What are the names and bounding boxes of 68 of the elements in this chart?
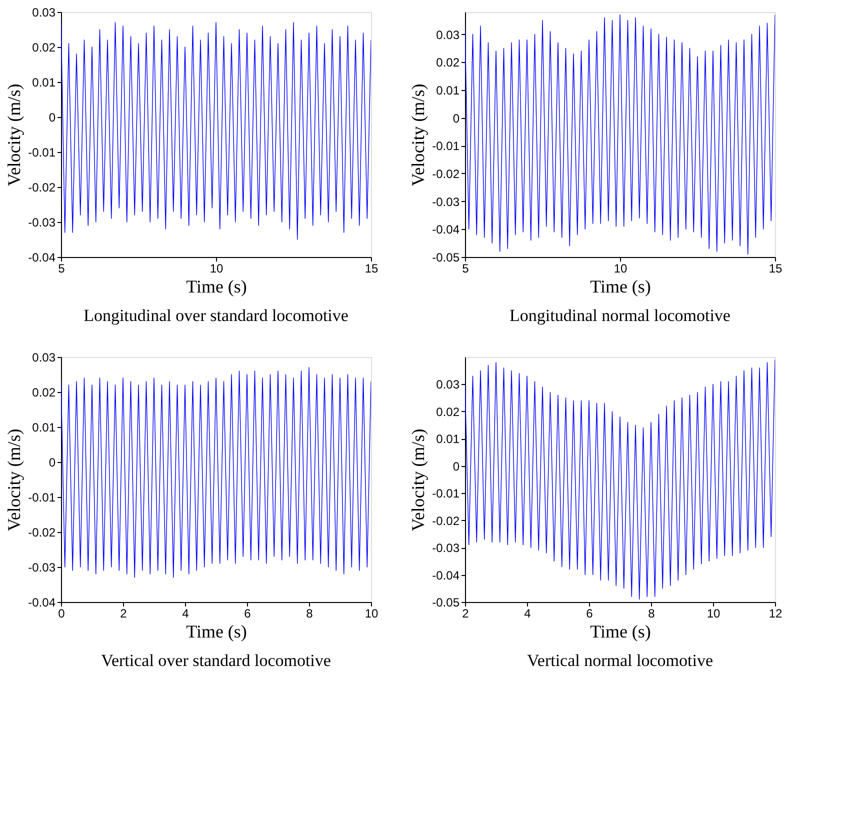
line-series	[465, 14, 775, 255]
x-axis-title: Time (s)	[590, 622, 651, 642]
x-axis-title: Time (s)	[186, 622, 247, 642]
y-tick-label: 0.02	[436, 56, 460, 70]
y-tick-label: -0.01	[432, 486, 460, 501]
x-tick-label: 6	[586, 606, 594, 620]
y-tick-label: 0.03	[32, 350, 56, 364]
y-tick-label: -0.01	[432, 139, 460, 154]
y-tick-label: -0.02	[28, 526, 56, 540]
y-tick-label: 0	[452, 111, 460, 126]
y-axis-title: Velocity (m/s)	[408, 428, 428, 532]
y-tick-label: 0.01	[436, 83, 460, 98]
x-tick-label: 5	[462, 262, 470, 276]
y-tick-label: -0.03	[432, 194, 460, 209]
y-tick-label: 0	[452, 459, 460, 474]
y-tick-label: 0.01	[32, 420, 56, 434]
y-axis-title: Velocity (m/s)	[4, 428, 24, 532]
y-tick-label: 0.03	[32, 6, 56, 20]
x-tick-label: 15	[364, 262, 378, 276]
y-tick-label: -0.04	[28, 596, 56, 610]
x-axis-title: Time (s)	[590, 276, 651, 296]
x-tick-label: 4	[524, 606, 532, 620]
y-tick-label: 0.01	[436, 432, 460, 446]
x-tick-label: 8	[648, 606, 656, 620]
x-tick-label: 4	[182, 606, 190, 620]
x-tick-label: 0	[58, 606, 66, 620]
y-tick-label: 0.02	[436, 404, 460, 419]
x-tick-label: 10	[210, 262, 224, 276]
y-tick-label: 0.03	[436, 28, 460, 42]
y-tick-label: 0.01	[32, 76, 56, 90]
text: Vertical over standard locomotive	[101, 651, 331, 670]
y-tick-label: -0.05	[432, 250, 460, 264]
y-tick-label: -0.02	[432, 514, 460, 528]
line-series	[61, 22, 371, 240]
y-axis-title: Velocity (m/s)	[4, 84, 24, 186]
y-tick-label: -0.03	[28, 216, 56, 230]
text: Vertical normal locomotive	[527, 651, 713, 670]
text: Longitudinal over standard locomotive	[84, 306, 348, 325]
x-tick-label: 6	[244, 606, 252, 620]
line-series	[465, 359, 775, 600]
x-tick-label: 10	[364, 606, 378, 620]
y-tick-label: -0.04	[432, 222, 460, 237]
y-tick-label: 0.02	[32, 386, 56, 400]
x-tick-label: 12	[768, 606, 782, 620]
x-axis-title: Time (s)	[186, 276, 247, 296]
y-tick-label: -0.01	[28, 146, 56, 160]
y-tick-label: -0.02	[28, 180, 56, 194]
y-tick-label: -0.03	[28, 560, 56, 574]
x-tick-label: 8	[306, 606, 314, 620]
x-tick-label: 10	[614, 262, 628, 276]
y-tick-label: 0.02	[32, 40, 56, 54]
y-tick-label: 0.03	[436, 378, 460, 392]
y-tick-label: -0.01	[28, 490, 56, 504]
y-axis-title: Velocity (m/s)	[408, 84, 428, 186]
x-tick-label: 2	[462, 606, 470, 620]
y-tick-label: -0.03	[432, 541, 460, 556]
y-tick-label: 0	[48, 110, 56, 124]
y-tick-label: -0.04	[28, 250, 56, 264]
line-series	[61, 367, 371, 578]
text: Longitudinal normal locomotive	[510, 306, 730, 325]
x-tick-label: 15	[768, 262, 782, 276]
x-tick-label: 5	[58, 262, 66, 276]
x-tick-label: 2	[120, 606, 128, 620]
y-tick-label: -0.02	[432, 166, 460, 181]
y-tick-label: -0.04	[432, 568, 460, 582]
y-tick-label: -0.05	[432, 596, 460, 610]
y-tick-label: 0	[48, 456, 56, 470]
x-tick-label: 10	[706, 606, 720, 620]
